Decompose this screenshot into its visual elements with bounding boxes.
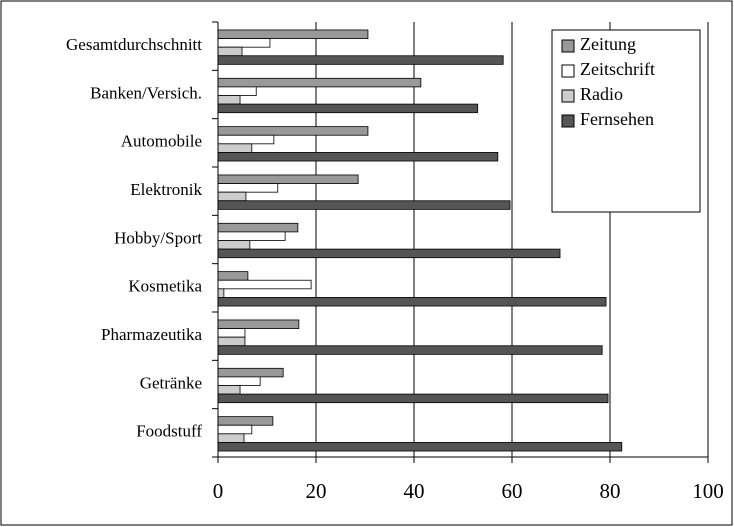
bar [217, 288, 225, 298]
bar [217, 143, 253, 153]
bar [217, 385, 241, 395]
bar [217, 77, 422, 88]
bar [217, 55, 504, 65]
bar [217, 183, 279, 193]
bar [217, 152, 499, 162]
x-tick-label: 40 [404, 479, 425, 503]
x-tick-label: 100 [692, 479, 724, 503]
bar [217, 103, 479, 114]
y-tick-label: Foodstuff [136, 422, 202, 441]
bar [217, 29, 369, 39]
bar [217, 95, 241, 105]
bar [217, 46, 243, 57]
bar [217, 271, 249, 281]
bar [217, 367, 284, 378]
bar [217, 38, 271, 48]
bar [217, 393, 609, 404]
bar [217, 416, 274, 426]
bar [217, 134, 275, 145]
legend-swatch [561, 89, 575, 103]
bar [217, 191, 247, 202]
legend-swatch [561, 64, 575, 78]
legend-swatch [561, 39, 575, 53]
bar [217, 433, 245, 443]
legend [551, 29, 701, 213]
x-tick-label: 80 [600, 479, 621, 503]
y-tick-label: Pharmazeutika [101, 325, 202, 344]
y-tick-label: Hobby/Sport [114, 228, 202, 247]
y-tick-label: Gesamtdurchschnitt [66, 35, 202, 54]
y-tick-label: Getränke [140, 373, 202, 392]
legend-swatch [561, 114, 575, 128]
bar [217, 345, 603, 355]
bar [217, 86, 257, 96]
bar [217, 222, 299, 233]
bar [217, 174, 359, 184]
y-tick-label: Elektronik [130, 180, 202, 199]
legend-label: Radio [580, 84, 623, 104]
bar [217, 248, 561, 259]
bar [217, 231, 286, 241]
legend-label: Zeitschrift [580, 59, 655, 79]
x-tick-label: 60 [502, 479, 523, 503]
y-tick-label: Kosmetika [128, 277, 202, 296]
x-tick-label: 0 [213, 479, 224, 503]
bar [217, 424, 253, 435]
bar [217, 240, 251, 250]
bar [217, 126, 369, 136]
bar [217, 319, 300, 329]
bar [217, 442, 623, 452]
x-tick-label: 20 [306, 479, 327, 503]
bar [217, 297, 607, 307]
bar [217, 376, 261, 386]
bar [217, 328, 246, 338]
y-tick-label: Banken/Versich. [90, 83, 202, 102]
y-tick-label: Automobile [121, 132, 202, 151]
bar [217, 336, 246, 347]
legend-label: Zeitung [580, 34, 636, 54]
bar [217, 279, 312, 290]
bar [217, 200, 511, 210]
legend-label: Fernsehen [580, 109, 654, 129]
